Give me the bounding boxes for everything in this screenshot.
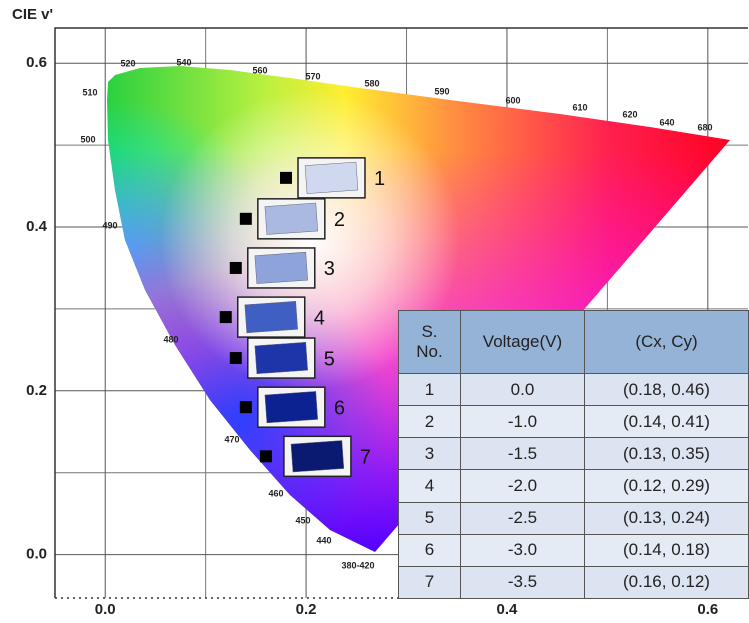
table-cell: 1 [398, 372, 461, 407]
x-tick-label: 0.4 [497, 601, 519, 618]
table-cell: 0.0 [460, 372, 585, 407]
device-film [244, 301, 298, 334]
table-row: 2 -1.0 (0.14, 0.41) [398, 405, 749, 439]
x-tick-label: 0.2 [296, 601, 317, 618]
table-cell: 2 [398, 405, 461, 439]
y-tick-label: 0.6 [26, 54, 47, 71]
table-cell: 4 [398, 469, 461, 503]
table-cell: -2.0 [460, 469, 585, 503]
header-cell: Voltage(V) [460, 310, 585, 374]
data-point [239, 401, 252, 414]
data-point [219, 311, 232, 324]
wavelength-label: 450 [295, 515, 310, 525]
y-tick-label: 0.0 [26, 546, 47, 563]
x-tick-label: 0.6 [697, 601, 718, 618]
table-cell: 5 [398, 501, 461, 535]
wavelength-label: 600 [505, 95, 520, 105]
wavelength-label: 480 [163, 334, 178, 344]
wavelength-label: 440 [316, 535, 331, 545]
table-cell: (0.14, 0.18) [584, 533, 749, 567]
point-label: 4 [314, 307, 325, 329]
data-point [229, 261, 242, 274]
point-label: 5 [324, 348, 335, 370]
wavelength-label: 490 [102, 220, 117, 230]
table-row: 6 -3.0 (0.14, 0.18) [398, 533, 749, 567]
point-label: 3 [324, 258, 335, 280]
wavelength-label: 680 [697, 122, 712, 132]
table-cell: -1.5 [460, 437, 585, 471]
device-film [264, 202, 319, 235]
device-film [304, 161, 359, 194]
point-label: 1 [374, 168, 385, 190]
point-label: 6 [334, 397, 345, 419]
device-film [254, 251, 308, 284]
table-row: 5 -2.5 (0.13, 0.24) [398, 501, 749, 535]
table-row: 7 -3.5 (0.16, 0.12) [398, 565, 749, 600]
table-row: 4 -2.0 (0.12, 0.29) [398, 469, 749, 503]
table-cell: (0.12, 0.29) [584, 469, 749, 503]
wavelength-label: 520 [120, 58, 135, 68]
wavelength-label: 640 [659, 117, 674, 127]
point-label: 2 [334, 209, 345, 231]
device-film [264, 391, 319, 424]
data-point [280, 171, 292, 184]
table-cell: (0.16, 0.12) [584, 565, 749, 600]
header-cell: S. No. [398, 310, 461, 374]
wavelength-label: 620 [622, 109, 637, 119]
device-film [290, 440, 345, 473]
table-cell: (0.18, 0.46) [584, 372, 749, 407]
table-row: 3 -1.5 (0.13, 0.35) [398, 437, 749, 471]
table-cell: 7 [398, 565, 461, 600]
table-cell: (0.14, 0.41) [584, 405, 749, 439]
table-cell: -3.5 [460, 565, 585, 600]
results-table: S. No. Voltage(V) (Cx, Cy) 1 0.0 (0.18, 0.46… [398, 310, 749, 600]
wavelength-label: 460 [268, 488, 283, 498]
point-label: 7 [360, 447, 371, 469]
table-cell: 6 [398, 533, 461, 567]
wavelength-label: 560 [252, 65, 267, 75]
table-header: S. No. Voltage(V) (Cx, Cy) [398, 310, 749, 374]
table-row: 1 0.0 (0.18, 0.46) [398, 372, 749, 407]
device-film [254, 341, 308, 375]
y-tick-label: 0.2 [26, 382, 47, 399]
y-tick-label: 0.4 [26, 218, 48, 235]
wavelength-label: 580 [364, 78, 379, 88]
data-point [259, 450, 272, 463]
wavelength-label: 570 [305, 71, 320, 81]
wavelength-label: 510 [82, 87, 97, 97]
data-point [229, 352, 242, 365]
wavelength-label: 590 [434, 86, 449, 96]
x-tick-label: 0.0 [95, 601, 116, 618]
table-cell: -2.5 [460, 501, 585, 535]
header-cell: (Cx, Cy) [584, 310, 749, 374]
wavelength-label: 540 [176, 57, 191, 67]
table-cell: -1.0 [460, 405, 585, 439]
table-cell: 3 [398, 437, 461, 471]
plot-frame [54, 27, 748, 598]
table-cell: (0.13, 0.24) [584, 501, 749, 535]
wavelength-label: 500 [80, 134, 95, 144]
table-cell: -3.0 [460, 533, 585, 567]
data-point [239, 212, 252, 225]
table-cell: (0.13, 0.35) [584, 437, 749, 471]
y-axis-label: CIE v' [12, 6, 53, 23]
wavelength-label: 610 [572, 102, 587, 112]
wavelength-label: 470 [224, 434, 239, 444]
wavelength-label: 380-420 [341, 560, 374, 570]
